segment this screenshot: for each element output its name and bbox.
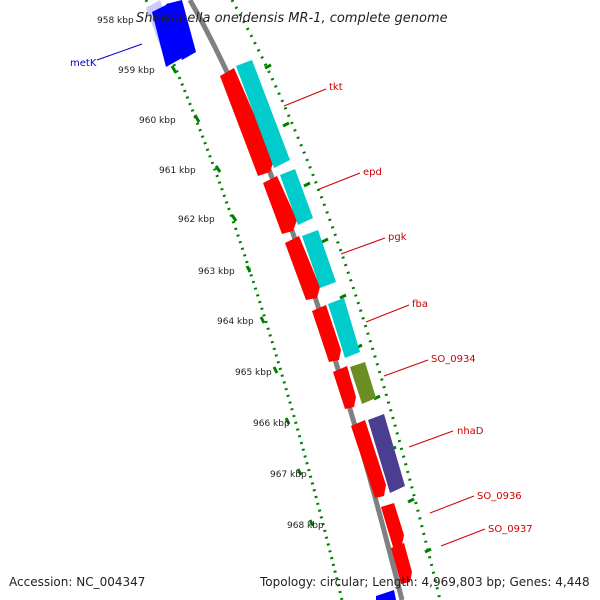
tkt-connector	[283, 88, 327, 107]
gene-metK-block-2	[166, 0, 196, 60]
gene-metK-block-1	[152, 4, 182, 67]
metK-connector	[96, 43, 143, 61]
gene-metK-feature	[146, 0, 196, 67]
gene-label-SO_0934: SO_0934	[431, 354, 476, 365]
pgk-connector	[340, 237, 386, 255]
cds-tkt-red	[220, 68, 274, 176]
gene-label-pgk: pgk	[388, 232, 407, 243]
cds-SO_0936-red	[381, 503, 404, 547]
gene-label-SO_0937: SO_0937	[488, 524, 533, 535]
cds-blue-bottom	[376, 590, 396, 600]
epd-connector	[316, 172, 361, 191]
cds-nhaD-red	[351, 420, 386, 498]
kbp-label-964: 964 kbp	[217, 317, 254, 327]
gene-label-tkt: tkt	[329, 82, 343, 93]
kbp-label-966: 966 kbp	[253, 419, 290, 429]
cds-cyan-3	[302, 230, 336, 288]
nhaD-connector	[408, 430, 454, 448]
kbp-label-967: 967 kbp	[270, 470, 307, 480]
kbp-label-959: 959 kbp	[118, 66, 155, 76]
cds-fba-red	[312, 305, 341, 362]
cds-purple	[368, 414, 405, 493]
kbp-label-958: 958 kbp	[97, 16, 134, 26]
inner-tick-ring	[144, 0, 344, 600]
gene-label-nhaD: nhaD	[457, 426, 484, 437]
cds-cyan-4	[328, 298, 360, 358]
gene-label-fba: fba	[412, 299, 428, 310]
footer-accession: Accession: NC_004347	[9, 575, 145, 589]
kbp-label-960: 960 kbp	[139, 116, 176, 126]
cds-cyan-2	[280, 169, 313, 225]
cds-SO_0934-red	[333, 366, 356, 409]
fba-connector	[365, 304, 410, 323]
kbp-label-962: 962 kbp	[178, 215, 215, 225]
kbp-label-963: 963 kbp	[198, 267, 235, 277]
footer-summary: Topology: circular; Length: 4,969,803 bp…	[259, 575, 590, 589]
gene-label-SO_0936: SO_0936	[477, 491, 522, 502]
cds-pgk-red	[285, 236, 320, 300]
map-title: Shewanella oneidensis MR-1, complete gen…	[136, 11, 448, 26]
gene-label-epd: epd	[363, 167, 382, 178]
cds-SO_0937-red	[391, 543, 412, 584]
SO_0937-connector	[440, 528, 486, 547]
cds-cyan-1	[236, 60, 290, 168]
SO_0936-connector	[429, 495, 475, 514]
gene-label-metK: metK	[70, 58, 97, 69]
kbp-label-961: 961 kbp	[159, 166, 196, 176]
outer-tick-ring	[230, 0, 442, 600]
cds-olive	[350, 362, 376, 404]
cds-epd-red	[263, 176, 297, 234]
kbp-label-965: 965 kbp	[235, 368, 272, 378]
kbp-label-968: 968 kbp	[287, 521, 324, 531]
genome-backbone	[187, 0, 405, 600]
SO_0934-connector	[383, 359, 429, 377]
